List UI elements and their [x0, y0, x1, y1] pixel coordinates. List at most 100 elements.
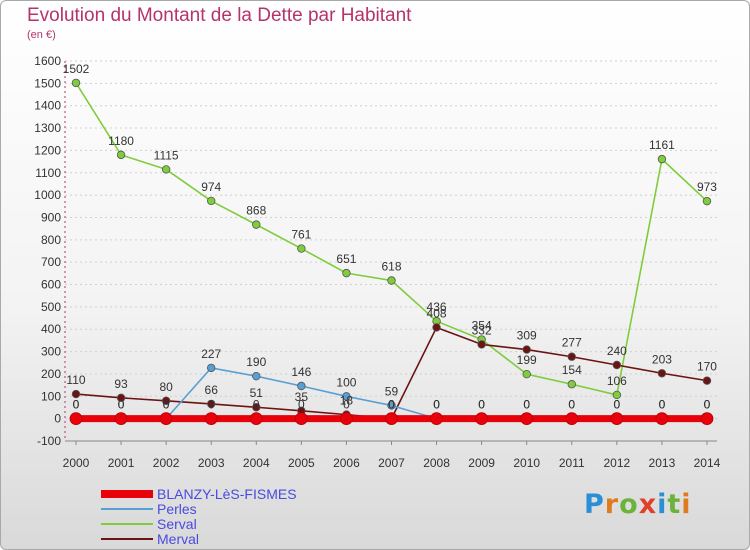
data-point: [116, 393, 126, 403]
data-point: [612, 360, 622, 370]
y-tick-label: 500: [41, 300, 61, 314]
data-label: 408: [427, 306, 447, 320]
data-label: 0: [73, 398, 80, 412]
y-tick-label: 900: [41, 210, 61, 224]
data-point: [387, 401, 396, 410]
data-label: 0: [433, 398, 440, 412]
data-label: 0: [659, 398, 666, 412]
y-tick-label: 1100: [35, 166, 61, 180]
legend-swatch: [101, 508, 153, 511]
data-label: 1502: [63, 62, 90, 76]
x-tick-label: 2013: [649, 456, 676, 470]
data-label: 0: [208, 398, 215, 412]
y-tick-label: 1200: [34, 143, 61, 157]
data-point: [702, 196, 712, 206]
data-label: 35: [295, 390, 309, 404]
data-label: 332: [472, 323, 492, 337]
logo-letter: x: [638, 489, 658, 520]
data-label: 1161: [649, 138, 675, 152]
data-point: [657, 369, 667, 378]
data-point: [342, 392, 351, 401]
data-label: 203: [652, 352, 672, 366]
data-label: 146: [291, 365, 311, 379]
y-tick-label: 700: [41, 255, 61, 269]
data-label: 1180: [108, 134, 134, 148]
data-label: 618: [381, 260, 401, 274]
data-point: [114, 412, 128, 426]
data-label: 0: [659, 398, 666, 412]
data-label: 761: [291, 228, 311, 242]
data-label: 0: [163, 398, 170, 412]
data-point: [252, 371, 261, 381]
x-tick-label: 2008: [423, 456, 450, 470]
legend-item: BLANZY-LèS-FISMES: [101, 486, 297, 501]
data-point: [297, 381, 306, 391]
data-point: [475, 412, 489, 426]
data-label: 0: [73, 398, 80, 412]
legend-swatch: [101, 523, 153, 526]
data-label: 240: [607, 344, 627, 358]
data-label: 0: [388, 398, 395, 412]
chart-title: Evolution du Montant de la Dette par Hab…: [27, 5, 412, 26]
data-label: 0: [704, 398, 711, 412]
legend-item: Perles: [101, 501, 297, 516]
data-point: [159, 412, 173, 426]
data-point: [249, 412, 263, 426]
data-label: 66: [205, 383, 219, 397]
data-point: [294, 412, 308, 426]
data-label: 59: [385, 384, 399, 398]
x-tick-label: 2014: [694, 456, 721, 470]
logo-letter: i: [681, 489, 692, 520]
y-tick-label: 200: [41, 367, 61, 381]
y-tick-label: 1500: [34, 76, 61, 90]
y-tick-label: 600: [41, 278, 61, 292]
data-label: 0: [523, 398, 530, 412]
data-label: 154: [562, 363, 582, 377]
data-label: 110: [66, 373, 85, 387]
data-label: 106: [607, 374, 627, 388]
x-tick-label: 2012: [603, 456, 630, 470]
data-point: [71, 389, 81, 399]
data-point: [700, 412, 714, 426]
proxiti-logo: Proxiti: [584, 489, 692, 520]
data-label: 0: [478, 398, 485, 412]
data-point: [116, 150, 126, 160]
data-label: 93: [114, 377, 128, 391]
data-point: [610, 412, 624, 426]
data-point: [432, 323, 441, 332]
legend-item: Serval: [101, 516, 297, 531]
data-label: 0: [118, 398, 125, 412]
data-point: [567, 352, 576, 361]
data-label: 277: [562, 336, 582, 350]
data-point: [207, 399, 216, 409]
data-label: 354: [472, 319, 492, 333]
data-point: [207, 363, 216, 373]
data-label: 199: [517, 353, 537, 367]
data-point: [387, 276, 396, 285]
data-label: 0: [568, 398, 575, 412]
legend-swatch: [101, 490, 153, 499]
x-tick-label: 2001: [108, 456, 135, 470]
data-point: [655, 412, 669, 426]
y-tick-label: 400: [41, 322, 61, 336]
data-point: [161, 165, 171, 174]
data-label: 0: [568, 398, 575, 412]
y-tick-label: 300: [41, 345, 61, 359]
data-label: 190: [246, 355, 266, 369]
data-label: 0: [163, 398, 170, 412]
legend-label: BLANZY-LèS-FISMES: [157, 485, 297, 502]
data-point: [430, 412, 443, 426]
logo-letter: t: [667, 489, 682, 520]
y-tick-label: 0: [54, 412, 61, 426]
data-point: [69, 412, 83, 426]
data-point: [477, 340, 486, 349]
data-label: 0: [433, 398, 440, 412]
data-point: [204, 412, 218, 426]
y-tick-label: -100: [37, 434, 61, 448]
data-point: [71, 78, 81, 88]
legend-item: Merval: [101, 531, 297, 546]
legend-swatch: [101, 538, 153, 541]
chart-unit: (en €): [27, 29, 56, 41]
data-point: [567, 380, 576, 389]
